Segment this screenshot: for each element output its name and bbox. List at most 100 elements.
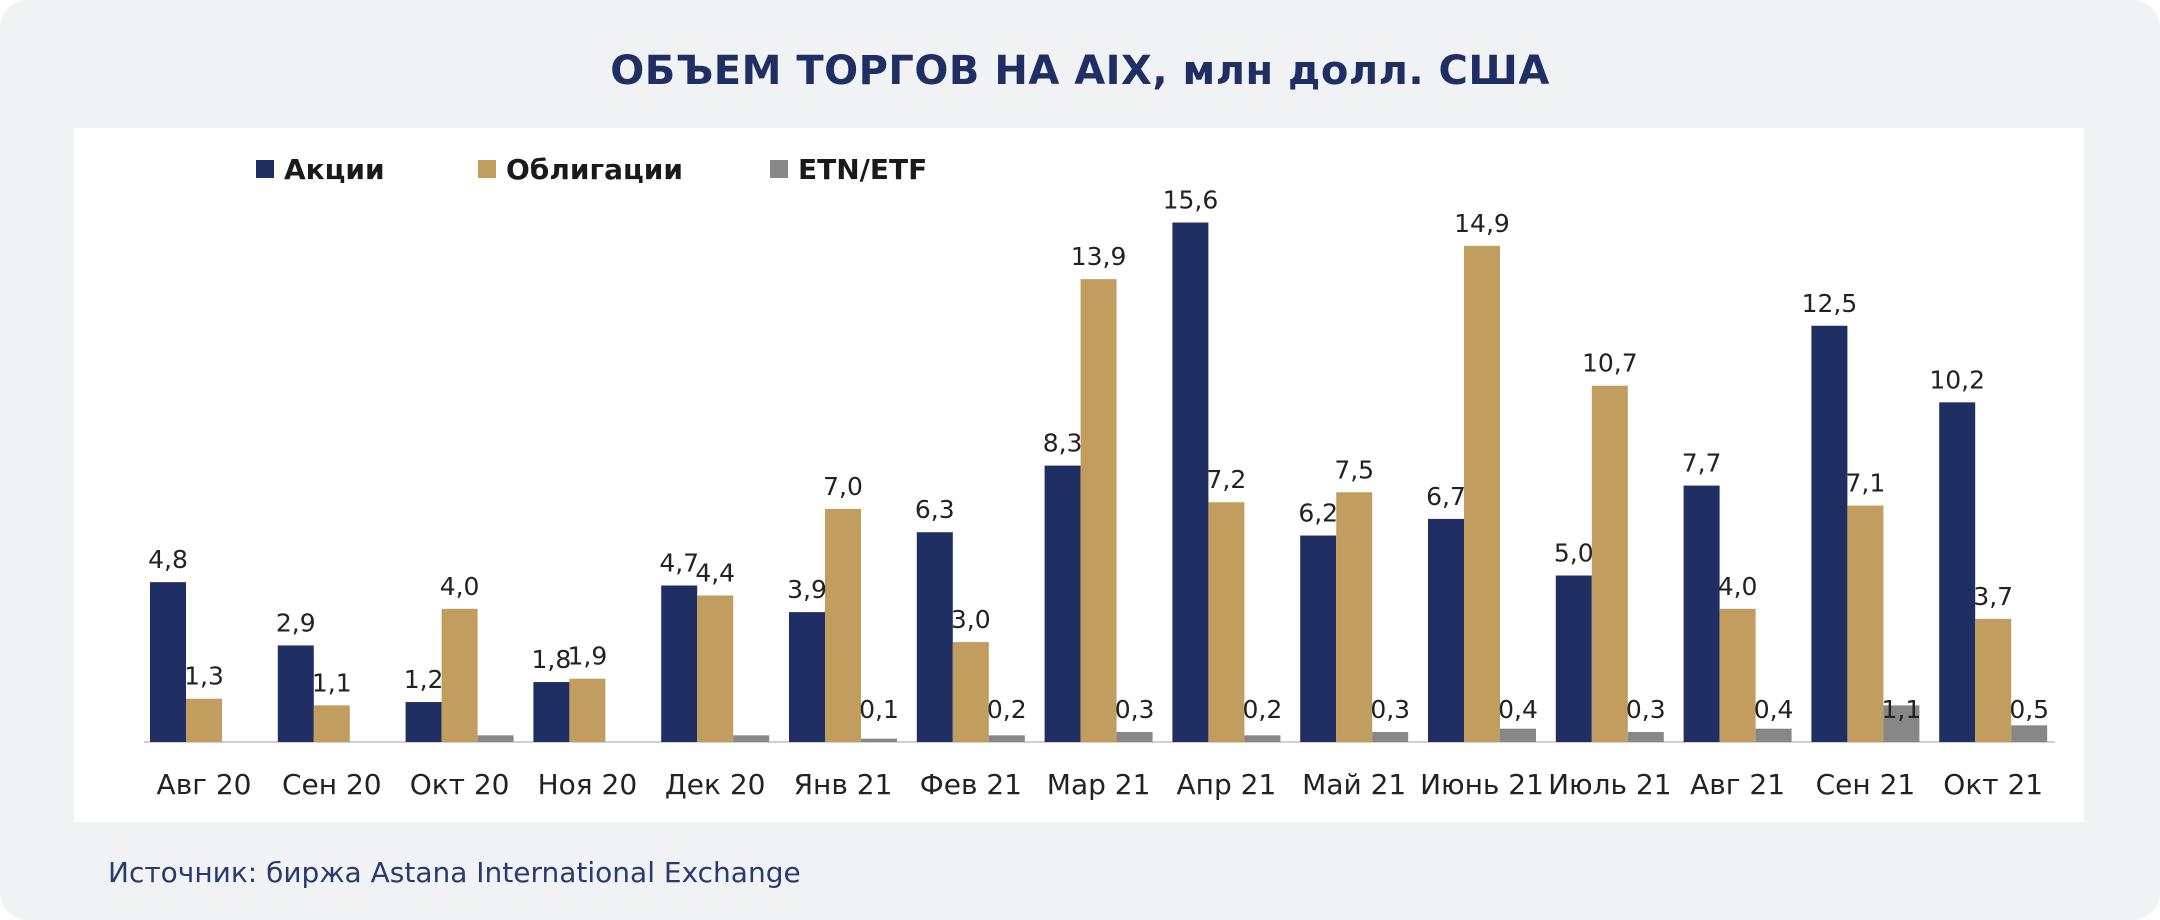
value-label-1-9: 7,5 — [1334, 455, 1374, 484]
bar-0-3 — [533, 682, 570, 742]
x-tick-label: Янв 21 — [794, 768, 893, 801]
bar-1-14 — [1975, 618, 2012, 742]
bar-2-7 — [1116, 732, 1153, 742]
x-tick-label: Авг 21 — [1690, 768, 1785, 801]
value-label-2-7: 0,3 — [1115, 695, 1155, 724]
bar-0-1 — [277, 645, 314, 742]
x-tick-labels: Авг 20 Сен 20 Окт 20 Ноя 20 Дек 20 Янв 21 Фев … — [157, 768, 2044, 801]
bar-0-8 — [1172, 222, 1209, 742]
bar-0-11 — [1555, 575, 1592, 742]
value-label-1-13: 7,1 — [1846, 469, 1886, 498]
value-label-0-1: 2,9 — [276, 608, 316, 637]
value-label-0-9: 6,2 — [1298, 499, 1338, 528]
bar-1-11 — [1591, 385, 1628, 742]
legend-label-2: ETN/ETF — [798, 153, 927, 186]
bar-0-14 — [1939, 402, 1976, 742]
x-tick-label: Сен 20 — [282, 768, 382, 801]
bar-1-13 — [1847, 505, 1884, 742]
value-label-1-8: 7,2 — [1207, 465, 1247, 494]
chart-title: ОБЪЕМ ТОРГОВ НА AIX, млн долл. США — [610, 48, 1550, 94]
bar-2-10 — [1500, 728, 1536, 742]
value-label-0-8: 15,6 — [1163, 186, 1219, 215]
value-label-1-3: 1,9 — [568, 642, 608, 671]
bar-0-4 — [661, 585, 698, 742]
bar-1-5 — [825, 508, 861, 742]
x-tick-label: Май 21 — [1302, 768, 1406, 801]
value-label-1-11: 10,7 — [1582, 349, 1638, 378]
value-label-1-1: 1,1 — [312, 668, 352, 697]
bar-1-12 — [1719, 608, 1756, 742]
legend-swatch-2 — [770, 160, 788, 178]
bar-1-0 — [186, 698, 222, 742]
value-label-1-0: 1,3 — [184, 662, 224, 691]
value-label-2-8: 0,2 — [1243, 695, 1283, 724]
x-tick-label: Апр 21 — [1177, 768, 1277, 801]
value-label-0-2: 1,2 — [404, 665, 444, 694]
bar-0-7 — [1044, 465, 1081, 742]
value-label-1-14: 3,7 — [1973, 582, 2013, 611]
bar-1-1 — [313, 705, 350, 742]
x-tick-label: Окт 20 — [410, 768, 510, 801]
bar-0-6 — [916, 532, 953, 742]
x-tick-label: Ноя 20 — [538, 768, 638, 801]
bar-2-9 — [1372, 732, 1409, 742]
x-tick-label: Окт 21 — [1943, 768, 2043, 801]
value-label-0-11: 5,0 — [1554, 539, 1594, 568]
value-label-2-9: 0,3 — [1370, 695, 1410, 724]
value-label-2-5: 0,1 — [859, 695, 899, 724]
value-label-0-0: 4,8 — [148, 545, 188, 574]
bar-2-4 — [733, 735, 770, 742]
x-tick-label: Авг 20 — [157, 768, 252, 801]
bar-2-14 — [2011, 725, 2048, 742]
x-tick-label: Июль 21 — [1548, 768, 1671, 801]
value-label-2-13: 1,1 — [1882, 695, 1922, 724]
bar-0-10 — [1428, 518, 1464, 742]
value-label-2-12: 0,4 — [1754, 695, 1794, 724]
bar-2-13 — [1883, 705, 1920, 742]
value-label-1-10: 14,9 — [1454, 209, 1510, 238]
value-label-1-4: 4,4 — [695, 558, 735, 587]
bar-0-9 — [1300, 535, 1337, 742]
bar-1-10 — [1464, 245, 1500, 742]
bar-1-8 — [1208, 502, 1245, 742]
legend-label-1: Облигации — [506, 153, 683, 186]
value-label-0-4: 4,7 — [659, 548, 699, 577]
bar-1-4 — [697, 595, 734, 742]
bar-0-2 — [405, 702, 442, 742]
bar-1-6 — [952, 642, 989, 742]
value-label-0-12: 7,7 — [1682, 449, 1722, 478]
x-tick-label: Мар 21 — [1047, 768, 1151, 801]
bar-1-9 — [1336, 492, 1373, 742]
value-labels: 4,8 1,3 2,9 1,1 1,2 4,0 1,81,9 4,74,4 3,9 7,0 0,1 6… — [148, 186, 2049, 724]
value-label-0-7: 8,3 — [1043, 429, 1083, 458]
value-label-1-5: 7,0 — [823, 472, 863, 501]
value-label-1-6: 3,0 — [951, 605, 991, 634]
value-label-2-10: 0,4 — [1498, 695, 1538, 724]
legend-swatch-0 — [256, 160, 274, 178]
value-label-0-5: 3,9 — [787, 575, 827, 604]
bar-2-8 — [1244, 735, 1281, 742]
bar-1-3 — [569, 678, 606, 742]
bar-0-13 — [1811, 325, 1848, 742]
source-note: Источник: биржа Astana International Exc… — [108, 856, 801, 889]
value-label-0-14: 10,2 — [1929, 365, 1985, 394]
bar-0-0 — [150, 582, 186, 742]
bar-2-2 — [477, 735, 514, 742]
bar-2-6 — [988, 735, 1025, 742]
value-label-0-13: 12,5 — [1802, 289, 1858, 318]
bar-0-5 — [789, 612, 825, 742]
bar-2-11 — [1627, 732, 1664, 742]
value-label-1-12: 4,0 — [1718, 572, 1758, 601]
legend-label-0: Акции — [284, 153, 385, 186]
x-tick-label: Сен 21 — [1816, 768, 1916, 801]
legend: Акции Облигации ETN/ETF — [256, 153, 927, 186]
bar-0-12 — [1683, 485, 1720, 742]
bar-2-12 — [1755, 728, 1792, 742]
bar-2-5 — [861, 738, 897, 742]
value-label-2-11: 0,3 — [1626, 695, 1666, 724]
value-label-1-2: 4,0 — [440, 572, 480, 601]
bar-1-7 — [1080, 279, 1117, 742]
x-tick-label: Дек 20 — [665, 768, 766, 801]
